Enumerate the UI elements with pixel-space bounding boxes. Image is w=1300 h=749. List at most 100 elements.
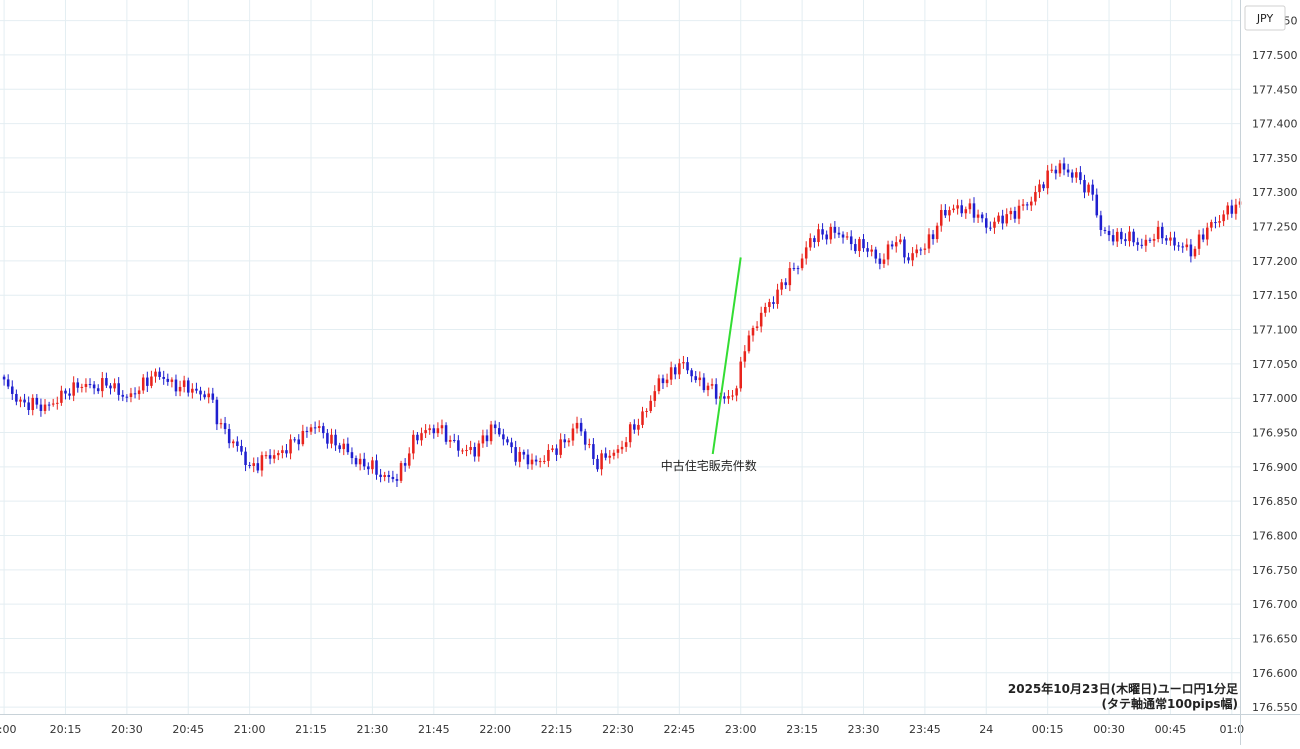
candle-body [1169, 237, 1172, 241]
candle-body [178, 386, 182, 392]
candle-body [399, 463, 403, 481]
candle-body [485, 435, 489, 442]
candle-body [215, 399, 219, 425]
y-tick-label: 177.050 [1252, 358, 1298, 371]
candle-body [878, 258, 882, 264]
candle-body [764, 306, 767, 313]
candle-body [723, 396, 726, 399]
candle-body [968, 203, 972, 210]
candle-body [358, 458, 362, 465]
candle-body [661, 378, 665, 384]
x-tick-label: 24 [979, 723, 993, 736]
candle-body [882, 259, 886, 264]
candle-body [849, 236, 853, 245]
candle-body [293, 439, 296, 441]
candle-body [186, 380, 190, 393]
candle-body [117, 383, 120, 395]
candle-body [993, 221, 996, 228]
candle-body [248, 465, 251, 467]
candle-body [101, 378, 104, 392]
candle-body [874, 249, 878, 259]
candle-body [498, 428, 501, 435]
candle-body [469, 446, 472, 451]
candle-body [526, 454, 530, 465]
candle-body [39, 404, 43, 411]
candle-body [465, 450, 468, 452]
x-tick-label: 00:45 [1155, 723, 1187, 736]
candle-body [322, 426, 325, 434]
candle-body [268, 455, 272, 459]
candle-body [72, 382, 75, 396]
candle-body [477, 443, 481, 457]
candle-body [371, 460, 374, 470]
candle-body [776, 289, 779, 304]
candle-body [628, 424, 632, 443]
candle-body [637, 424, 640, 430]
x-tick-label: 21:30 [357, 723, 389, 736]
candle-body [23, 399, 26, 403]
y-tick-label: 176.950 [1252, 427, 1298, 440]
x-tick-label: 20:30 [111, 723, 143, 736]
candle-body [281, 450, 284, 453]
candle-body [600, 453, 603, 470]
candle-body [1103, 229, 1107, 231]
candle-body [633, 424, 636, 430]
candle-body [657, 378, 661, 392]
candle-body [158, 371, 161, 377]
candle-body [354, 458, 358, 465]
candle-body [686, 362, 689, 371]
candle-body [743, 351, 747, 362]
candle-body [1005, 214, 1009, 224]
x-tick-label: 23:00 [725, 723, 757, 736]
candle-body [1222, 214, 1225, 222]
candle-body [1193, 248, 1197, 257]
candle-body [702, 377, 706, 391]
candle-body [1099, 215, 1103, 230]
candle-body [68, 393, 71, 396]
y-tick-label: 177.400 [1252, 118, 1298, 131]
candle-body [735, 388, 738, 396]
candle-body [858, 239, 861, 252]
candle-body [1148, 239, 1152, 241]
candle-body [440, 425, 444, 429]
y-tick-label: 177.450 [1252, 83, 1298, 96]
candle-body [571, 428, 575, 441]
candle-body [56, 402, 59, 404]
candle-body [518, 451, 522, 462]
candle-body [1062, 163, 1066, 170]
candle-body [596, 458, 599, 470]
y-tick-label: 176.550 [1252, 701, 1298, 714]
candle-body [1009, 210, 1013, 215]
candle-body [272, 455, 276, 459]
candle-body [747, 335, 751, 352]
x-tick-label: 22:45 [663, 723, 695, 736]
candle-body [555, 448, 558, 455]
candle-body [894, 242, 898, 247]
candle-body [350, 452, 354, 459]
candle-body [432, 428, 436, 434]
candle-body [92, 384, 96, 389]
candle-body [1124, 239, 1127, 242]
x-tick-label: 22:15 [541, 723, 573, 736]
candle-body [334, 434, 337, 446]
candle-body [11, 386, 14, 394]
candle-body [575, 422, 579, 429]
candle-body [1160, 226, 1164, 239]
x-tick-label: 21:00 [234, 723, 266, 736]
candle-body [1173, 237, 1176, 246]
candle-body [948, 210, 951, 216]
annotation-line [711, 257, 742, 455]
candle-body [1197, 234, 1201, 249]
candle-body [1083, 180, 1086, 193]
candle-body [1205, 227, 1209, 240]
candle-body [305, 430, 309, 432]
candle-body [297, 439, 301, 445]
candle-body [1152, 239, 1156, 241]
annotation-text: 中古住宅販売件数 [661, 458, 757, 473]
candle-body [1144, 239, 1148, 246]
candle-body [448, 439, 452, 442]
candle-body [903, 239, 906, 258]
candle-body [424, 430, 427, 434]
candle-body [113, 383, 116, 389]
